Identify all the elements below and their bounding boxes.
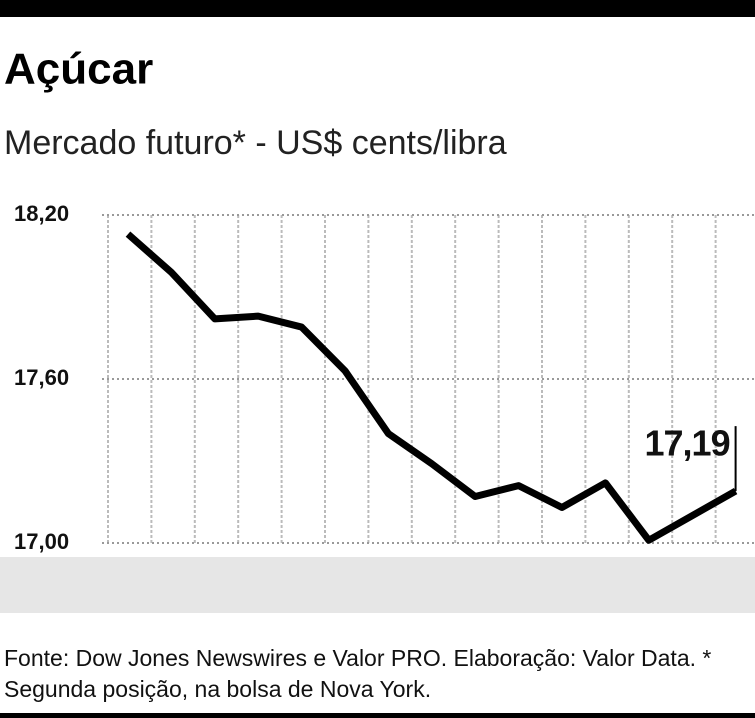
x-axis-band	[0, 557, 755, 613]
line	[125, 231, 738, 544]
y-tick-label: 17,00	[14, 529, 69, 554]
source-note: Fonte: Dow Jones Newswires e Valor PRO. …	[4, 645, 712, 702]
chart-title: Açúcar	[4, 45, 153, 94]
value-label: 17,19	[645, 423, 730, 464]
y-tick-label: 18,20	[14, 201, 69, 226]
bottom-rule	[0, 713, 755, 718]
y-tick-label: 17,60	[14, 365, 69, 390]
chart-subtitle: Mercado futuro* - US$ cents/libra	[4, 124, 507, 162]
top-rule	[0, 0, 755, 17]
